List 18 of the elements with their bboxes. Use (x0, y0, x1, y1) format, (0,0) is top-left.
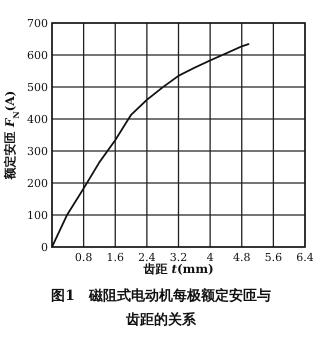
y-tick-label: 600 (27, 49, 48, 62)
x-tick-label: 3.2 (170, 251, 188, 264)
y-tick-label: 500 (27, 81, 48, 94)
x-tick-label: 5.6 (264, 251, 282, 264)
y-tick-label: 700 (27, 17, 48, 30)
x-tick-label: 4.8 (233, 251, 250, 264)
x-tick-label: 0.8 (74, 251, 92, 264)
y-tick-label: 400 (27, 113, 48, 126)
text: 图1 磁阻式电动机每极额定安匝与齿距的关系 (50, 286, 272, 330)
x-tick-label: 1.6 (106, 251, 124, 264)
x-tick-label: 6.4 (296, 251, 314, 264)
y-tick-label: 100 (27, 209, 48, 222)
x-axis-title: 齿距 t(mm) (142, 262, 214, 276)
y-tick-label: 300 (27, 145, 48, 158)
x-tick-label: 4 (206, 251, 214, 264)
y-tick-label: 200 (27, 177, 48, 190)
y-tick-label: 0 (41, 241, 48, 254)
x-tick-label: 2.4 (138, 251, 156, 264)
